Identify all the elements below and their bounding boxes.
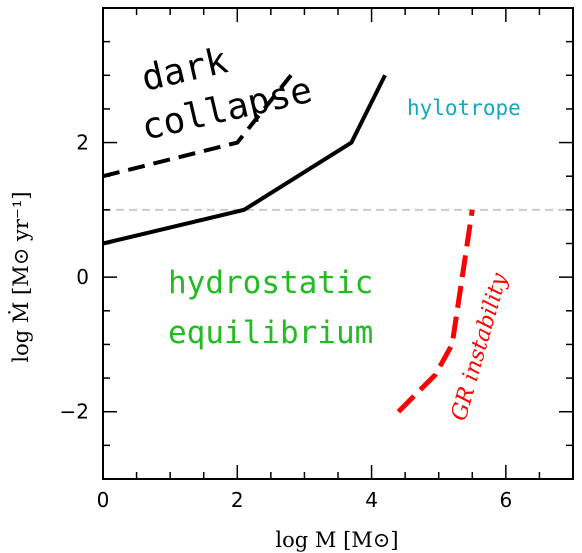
annotation-equilibrium: equilibrium [168, 315, 373, 351]
y-tick-label: 2 [76, 131, 89, 155]
x-tick-label: 6 [499, 488, 512, 512]
x-tick-label: 0 [97, 488, 110, 512]
x-tick-label: 2 [231, 488, 244, 512]
annotation-hylotrope: hylotrope [407, 96, 521, 120]
series-line-1 [102, 74, 387, 246]
series-line-2 [396, 209, 475, 414]
annotation-hydrostatic: hydrostatic [168, 265, 373, 301]
x-axis-label: log M [M⊙] [275, 528, 398, 552]
y-tick-label: −2 [60, 400, 89, 424]
x-tick-label: 4 [365, 488, 378, 512]
y-tick-label: 0 [76, 265, 89, 289]
ticks [102, 7, 574, 480]
y-axis-label: log Ṁ [M⊙ yr⁻¹] [9, 191, 33, 362]
annotation-gr-instability: GR instability [447, 270, 513, 424]
tick-labels: 0 2 4 6 −2 0 2 [60, 131, 513, 512]
series-line-0 [102, 74, 293, 179]
series-layer [102, 74, 475, 414]
